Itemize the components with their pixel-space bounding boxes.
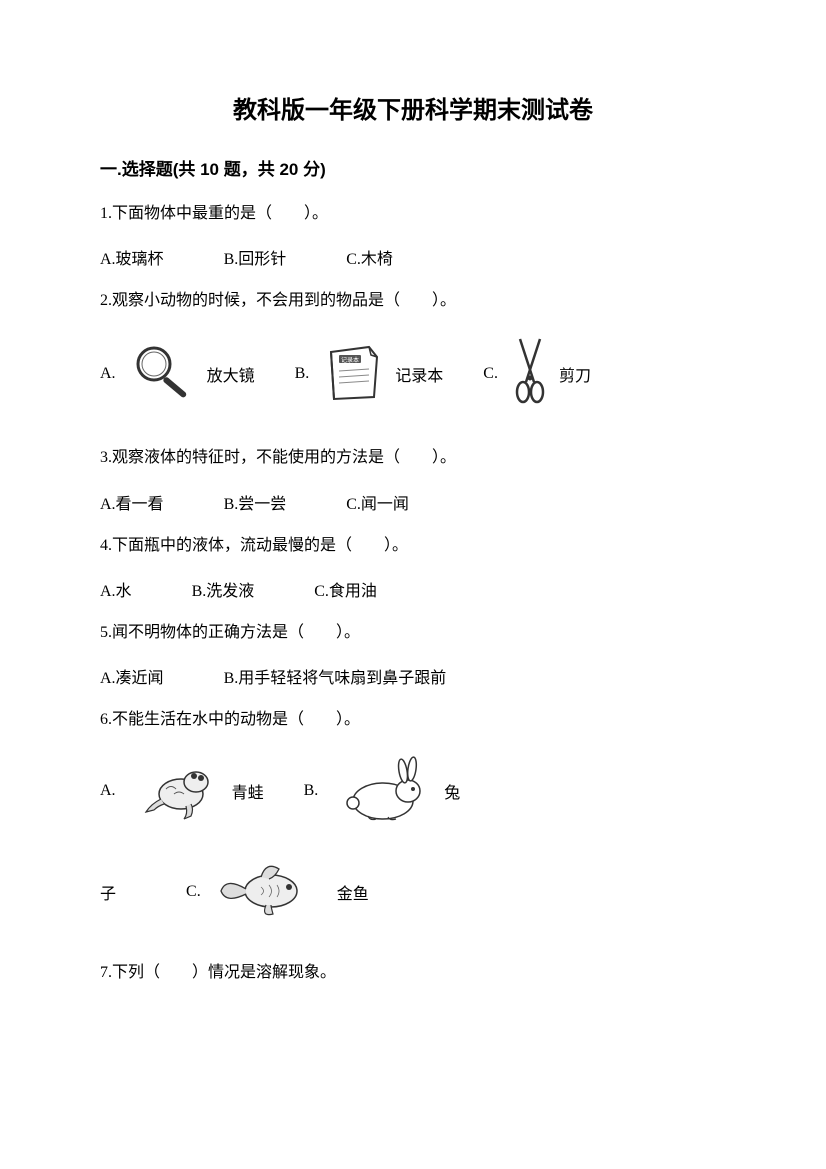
q5-option-b: B.用手轻轻将气味扇到鼻子跟前 xyxy=(224,664,447,688)
section-header: 一.选择题(共 10 题，共 20 分) xyxy=(100,155,726,180)
question-6-options-row1: A. 青蛙 B. xyxy=(100,751,726,831)
question-7: 7.下列（ ）情况是溶解现象。 xyxy=(100,959,726,986)
q2-b-prefix: B. xyxy=(295,365,310,383)
q1-option-a: A.玻璃杯 xyxy=(100,245,164,269)
question-6: 6.不能生活在水中的动物是（ ）。 xyxy=(100,706,726,733)
q2-b-label: 记录本 xyxy=(395,362,443,386)
page-title: 教科版一年级下册科学期末测试卷 xyxy=(100,90,726,125)
q6-option-c: C. 金鱼 xyxy=(186,849,369,934)
q3-option-a: A.看一看 xyxy=(100,490,164,514)
q2-option-a: A. 放大镜 xyxy=(100,342,255,407)
q2-a-label: 放大镜 xyxy=(207,362,255,386)
rabbit-icon xyxy=(328,751,438,831)
scissors-icon xyxy=(508,334,553,414)
question-4: 4.下面瓶中的液体，流动最慢的是（ ）。 xyxy=(100,532,726,559)
question-4-options: A.水 B.洗发液 C.食用油 xyxy=(100,577,726,601)
q6-b-prefix: B. xyxy=(304,782,319,800)
q6-c-label: 金鱼 xyxy=(337,880,369,904)
q6-option-a: A. 青蛙 xyxy=(100,754,264,829)
q6-c-prefix: C. xyxy=(186,883,201,901)
question-2: 2.观察小动物的时候，不会用到的物品是（ ）。 xyxy=(100,287,726,314)
question-5: 5.闻不明物体的正确方法是（ ）。 xyxy=(100,619,726,646)
question-1: 1.下面物体中最重的是（ ）。 xyxy=(100,200,726,227)
svg-text:记录本: 记录本 xyxy=(341,356,359,364)
notebook-icon: 记录本 xyxy=(319,337,389,412)
question-1-options: A.玻璃杯 B.回形针 C.木椅 xyxy=(100,245,726,269)
q6-option-b: B. 兔 xyxy=(304,751,461,831)
question-3-options: A.看一看 B.尝一尝 C.闻一闻 xyxy=(100,490,726,514)
q1-option-c: C.木椅 xyxy=(346,245,393,269)
q2-option-b: B. 记录本 记录本 xyxy=(295,337,444,412)
q6-a-prefix: A. xyxy=(100,782,116,800)
q4-option-c: C.食用油 xyxy=(314,577,377,601)
q4-option-a: A.水 xyxy=(100,577,132,601)
q6-b-label-part2: 子 xyxy=(100,880,116,904)
q4-option-b: B.洗发液 xyxy=(192,577,255,601)
q2-a-prefix: A. xyxy=(100,365,116,383)
q6-a-label: 青蛙 xyxy=(232,779,264,803)
question-5-options: A.凑近闻 B.用手轻轻将气味扇到鼻子跟前 xyxy=(100,664,726,688)
frog-icon xyxy=(126,754,226,829)
q3-option-b: B.尝一尝 xyxy=(224,490,287,514)
q1-option-b: B.回形针 xyxy=(224,245,287,269)
question-6-options-row2: 子 C. 金鱼 xyxy=(100,849,726,934)
q5-option-a: A.凑近闻 xyxy=(100,664,164,688)
goldfish-icon xyxy=(211,849,331,934)
magnifier-icon xyxy=(126,342,201,407)
question-2-options: A. 放大镜 B. 记录本 记录本 C. xyxy=(100,334,726,414)
q3-option-c: C.闻一闻 xyxy=(346,490,409,514)
question-3: 3.观察液体的特征时，不能使用的方法是（ ）。 xyxy=(100,444,726,471)
q2-option-c: C. 剪刀 xyxy=(483,334,591,414)
q6-b-label-part1: 兔 xyxy=(444,779,460,803)
q2-c-label: 剪刀 xyxy=(559,362,591,386)
q2-c-prefix: C. xyxy=(483,365,498,383)
